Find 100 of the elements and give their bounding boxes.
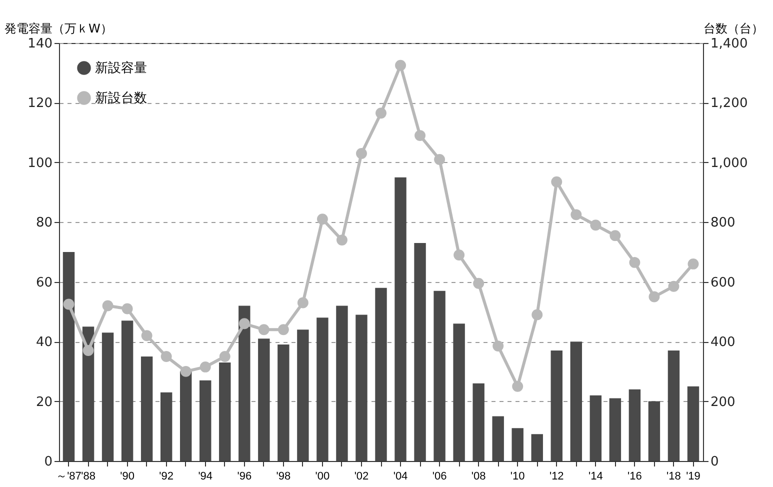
point	[316, 214, 328, 225]
x-tick-label: '98	[276, 470, 291, 482]
point	[180, 366, 192, 377]
y2-tick-label: 600	[710, 275, 736, 290]
y2-tick-label: 0	[710, 454, 719, 470]
bar	[82, 326, 94, 461]
x-tick-label: '06	[432, 470, 447, 482]
bar	[200, 380, 212, 461]
y2-tick-label: 1,000	[710, 156, 748, 171]
point	[668, 280, 680, 292]
bar	[278, 344, 290, 461]
point	[63, 298, 74, 310]
bar	[570, 342, 582, 461]
point	[356, 148, 367, 159]
y2-tick-label: 1,200	[710, 96, 748, 112]
legend-label: 新設台数	[95, 91, 147, 106]
y2-tick-label: 800	[710, 216, 736, 231]
point	[492, 340, 504, 352]
bar	[512, 428, 524, 461]
point	[336, 234, 348, 246]
legend-label: 新設容量	[95, 60, 147, 76]
bar	[590, 395, 602, 461]
bar	[687, 386, 700, 461]
x-tick-label: '94	[198, 470, 213, 482]
x-tick-label: '14	[588, 470, 603, 482]
point	[590, 220, 602, 231]
y-tick-label: 80	[36, 216, 52, 231]
bar	[668, 350, 680, 461]
bar	[394, 177, 406, 461]
point	[434, 154, 446, 165]
point	[102, 300, 114, 312]
x-tick-label: '08	[471, 470, 486, 482]
bar	[102, 332, 114, 461]
x-tick-label: '92	[159, 470, 174, 482]
x-tick-label: '19	[686, 470, 700, 482]
y-axis-title: 発電容量（万ｋW）	[4, 22, 112, 36]
bar	[492, 416, 504, 461]
point	[278, 324, 289, 336]
y2-axis-title: 台数（台）	[704, 22, 764, 36]
point	[200, 361, 211, 372]
bar	[219, 362, 231, 461]
bar	[140, 356, 153, 461]
bar	[297, 330, 309, 461]
x-tick-label: '16	[628, 470, 642, 482]
point	[532, 309, 543, 320]
y-tick-label: 60	[36, 275, 52, 290]
x-tick-label: '04	[393, 470, 408, 482]
x-tick-label: '88	[81, 470, 96, 482]
bar	[160, 392, 172, 461]
point	[629, 256, 640, 268]
y2-tick-label: 400	[710, 335, 736, 350]
bar	[375, 288, 387, 461]
x-tick-label: '02	[354, 470, 369, 482]
point	[141, 330, 152, 342]
bar	[628, 389, 641, 461]
point	[122, 303, 133, 314]
x-tick-label: '12	[549, 470, 564, 482]
y2-tick-label: 1,400	[710, 36, 748, 52]
x-tick-label: '90	[120, 470, 134, 482]
x-tick-label: '18	[666, 470, 681, 482]
bar	[316, 318, 328, 461]
bar	[531, 434, 543, 461]
point	[82, 345, 94, 356]
point	[297, 297, 308, 308]
point	[414, 130, 426, 142]
point	[610, 230, 621, 242]
x-tick-label: '96	[237, 470, 252, 482]
y2-tick-label: 200	[710, 394, 736, 410]
bar	[356, 314, 368, 461]
point	[512, 380, 524, 392]
bar	[414, 243, 426, 461]
point	[238, 318, 250, 330]
point	[219, 351, 230, 362]
point	[395, 60, 406, 71]
point	[551, 176, 562, 188]
bar	[121, 320, 134, 461]
point	[688, 258, 699, 270]
bar	[609, 398, 622, 461]
x-tick-label: ～'87	[56, 470, 82, 482]
point	[648, 291, 660, 302]
y-tick-label: 40	[36, 335, 52, 350]
bar	[62, 252, 75, 461]
bar	[180, 371, 192, 461]
point	[570, 209, 582, 220]
y-tick-label: 0	[44, 454, 52, 470]
point	[473, 278, 484, 289]
point	[258, 324, 270, 336]
bar	[434, 290, 446, 461]
bar	[648, 401, 660, 461]
y-tick-label: 140	[28, 36, 52, 52]
bar	[336, 306, 348, 461]
bar	[453, 324, 465, 461]
bar	[258, 338, 270, 461]
y-tick-label: 120	[28, 96, 52, 112]
point	[454, 250, 465, 260]
y-tick-label: 20	[36, 394, 52, 410]
y-tick-label: 100	[28, 156, 52, 171]
point	[376, 108, 386, 119]
point	[160, 351, 172, 362]
bar	[472, 383, 484, 461]
